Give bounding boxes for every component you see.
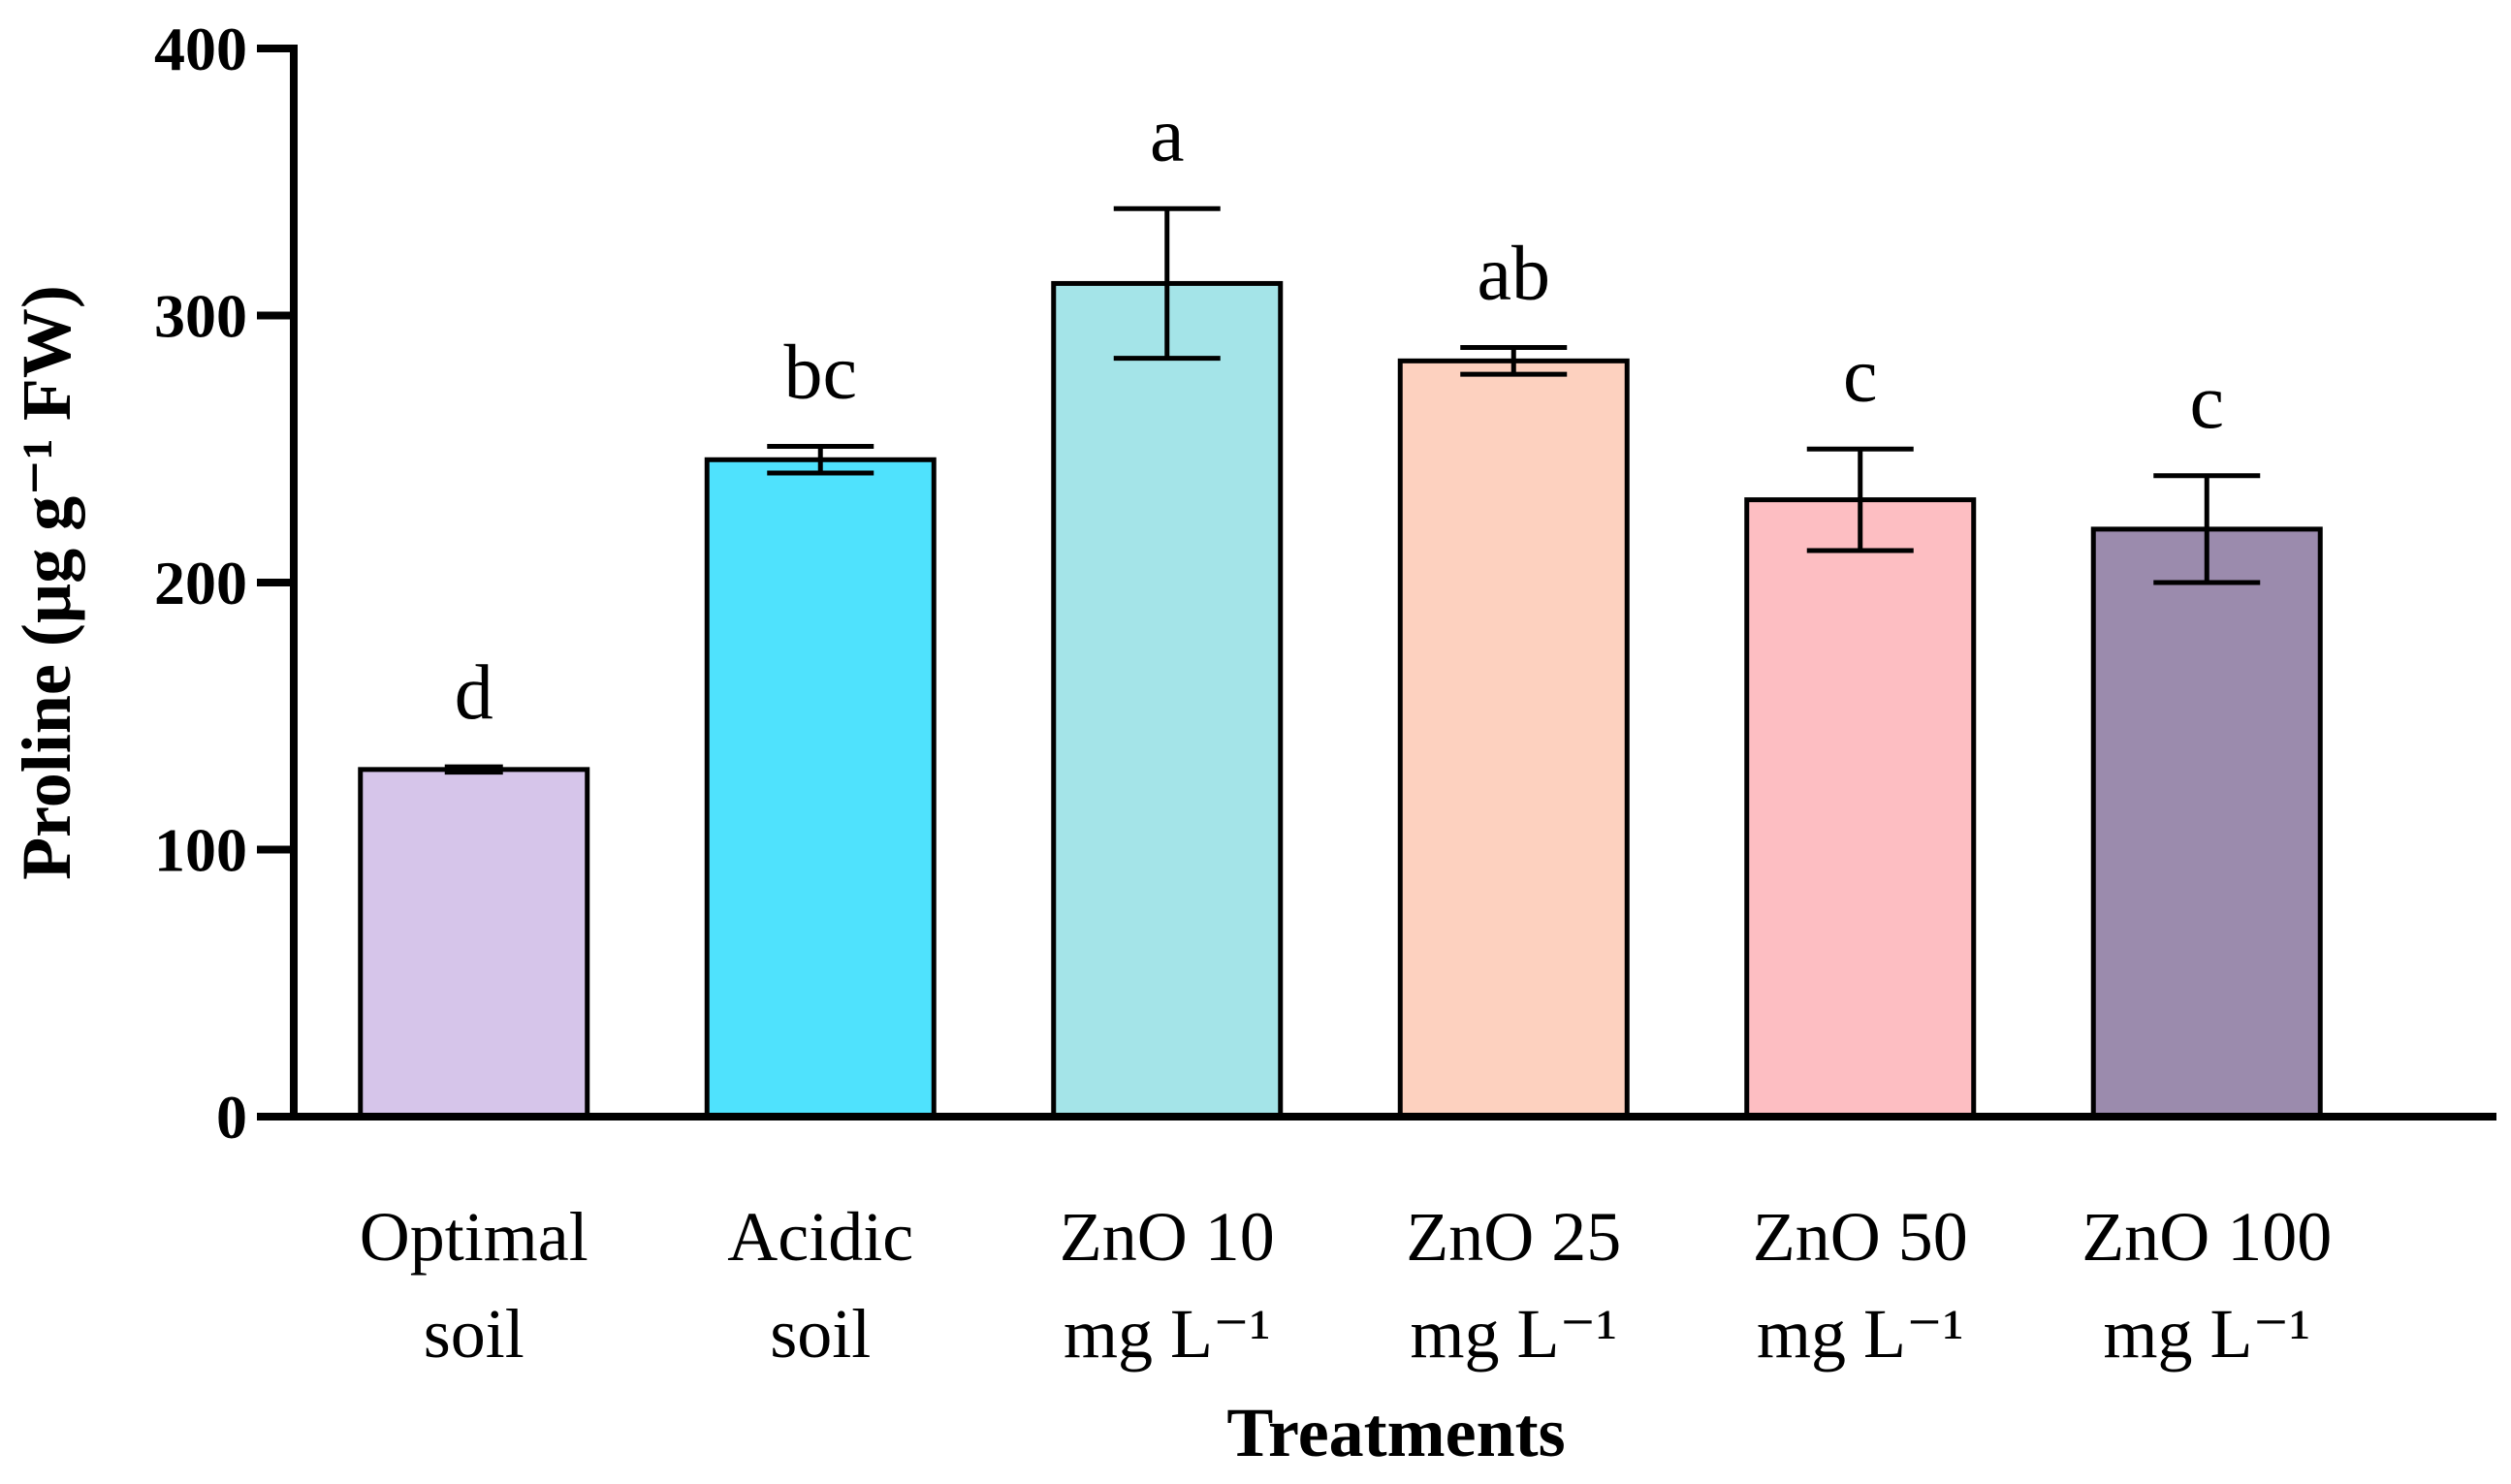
category-label-line2: mg L⁻¹: [1410, 1295, 1617, 1373]
category-label-line2: mg L⁻¹: [1757, 1295, 1964, 1373]
bar-2: [1051, 280, 1284, 1120]
significance-label-2: a: [1150, 92, 1185, 177]
y-tick-label: 0: [216, 1083, 247, 1152]
category-labels: Optimal soil Acidic soil ZnO 10 mg L⁻¹ ZnO 25 m…: [360, 1198, 2332, 1373]
category-label-line1: ZnO 25: [1406, 1198, 1621, 1276]
significance-label-1: bc: [783, 330, 857, 415]
significance-label-4: c: [1843, 332, 1878, 418]
category-label-line1: ZnO 100: [2082, 1198, 2332, 1276]
category-label-line1: ZnO 10: [1060, 1198, 1275, 1276]
error-bar-0: [444, 764, 503, 775]
significance-labels: d bc a ab c c: [455, 92, 2224, 736]
error-bar-3: [1460, 345, 1568, 377]
significance-label-3: ab: [1477, 232, 1550, 317]
bar-3: [1397, 358, 1630, 1120]
category-label-line1: Optimal: [360, 1198, 588, 1276]
y-tick-label: 400: [154, 15, 247, 83]
category-label-line1: Acidic: [727, 1198, 913, 1276]
bar-5: [2090, 526, 2323, 1120]
category-label-line2: mg L⁻¹: [2103, 1295, 2310, 1373]
bar-4: [1744, 497, 1977, 1120]
x-axis-title: Treatments: [1226, 1394, 1565, 1471]
significance-label-0: d: [455, 650, 493, 736]
y-tick-label: 200: [154, 549, 247, 617]
y-tick-label: 300: [154, 282, 247, 351]
category-label-line1: ZnO 50: [1753, 1198, 1968, 1276]
error-bar-4: [1806, 446, 1914, 553]
bar-1: [704, 457, 937, 1120]
bar-0: [358, 767, 590, 1120]
error-bar-1: [767, 443, 874, 476]
category-label-line2: soil: [770, 1295, 871, 1373]
significance-label-5: c: [2189, 360, 2224, 445]
category-label-line2: soil: [424, 1295, 524, 1373]
error-bar-5: [2153, 473, 2261, 585]
error-bar-2: [1113, 205, 1221, 362]
y-tick-label: 100: [154, 816, 247, 885]
y-axis-ticks: 0 100 200 300 400: [154, 15, 294, 1152]
error-bars: [444, 205, 2261, 775]
bars: [358, 280, 2323, 1120]
y-axis-title: Proline (µg g⁻¹ FW): [8, 285, 85, 880]
category-label-line2: mg L⁻¹: [1064, 1295, 1271, 1373]
